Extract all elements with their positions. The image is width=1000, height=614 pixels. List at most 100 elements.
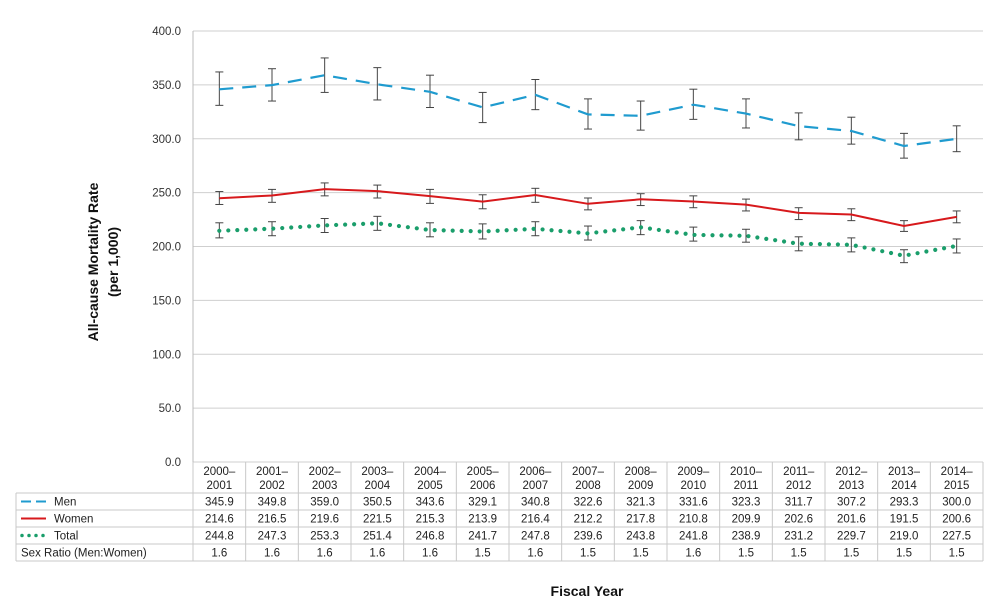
table-cell: 1.6: [527, 548, 543, 560]
x-tick-label: 2015: [944, 480, 970, 492]
table-cell: 246.8: [416, 531, 445, 543]
series-line-women: [219, 188, 957, 228]
table-cell: 343.6: [416, 497, 445, 509]
table-row: Sex Ratio (Men:Women) 1.6 1.6 1.6 1.6 1.6 1.5 1…: [21, 548, 965, 560]
x-tick-label: 2001–: [256, 466, 289, 478]
table-cell: 340.8: [521, 497, 550, 509]
table-cell: 202.6: [784, 514, 813, 526]
table-cell: 231.2: [784, 531, 813, 543]
table-cell: 1.6: [211, 548, 227, 560]
table-cell: 217.8: [626, 514, 655, 526]
y-tick-label: 150.0: [152, 295, 181, 307]
y-tick-label: 100.0: [152, 349, 181, 361]
x-tick-label: 2002–: [309, 466, 342, 478]
x-tick-label: 2007–: [572, 466, 605, 478]
table-cell: 1.5: [791, 548, 807, 560]
table-cell: 350.5: [363, 497, 392, 509]
x-tick-label: 2013: [839, 480, 865, 492]
table-cell: 1.5: [580, 548, 596, 560]
table-cell: 1.5: [896, 548, 912, 560]
x-tick-label: 2005–: [467, 466, 500, 478]
table-cell: 1.5: [633, 548, 649, 560]
x-tick-label: 2010: [681, 480, 707, 492]
y-tick-label: 400.0: [152, 26, 181, 38]
table-cell: 311.7: [785, 497, 813, 509]
x-tick-label: 2014–: [941, 466, 974, 478]
table-cell: 293.3: [890, 497, 919, 509]
x-tick-label: 2007: [523, 480, 549, 492]
table-cell: 247.3: [258, 531, 287, 543]
table-cell: 331.6: [679, 497, 708, 509]
x-tick-label: 2000–: [203, 466, 236, 478]
table-cell: 300.0: [942, 497, 971, 509]
table-cell: 253.3: [310, 531, 339, 543]
series-women: [215, 182, 961, 232]
table-cell: 243.8: [626, 531, 655, 543]
table-row: Total 244.8 247.3 253.3 251.4 246.8 241.7 247.8…: [20, 531, 971, 543]
x-axis-label: Fiscal Year: [551, 583, 624, 599]
legend-label: Women: [54, 514, 93, 526]
y-tick-label: 0.0: [165, 457, 181, 469]
x-tick-label: 2004: [365, 480, 391, 492]
table-cell: 321.3: [626, 497, 655, 509]
table-cell: 345.9: [205, 497, 234, 509]
table-cell: 216.4: [521, 514, 550, 526]
table-cell: 215.3: [416, 514, 445, 526]
series-men: [215, 57, 961, 159]
table-cell: 219.0: [890, 531, 919, 543]
x-tick-label: 2011: [734, 480, 759, 492]
table-cell: 212.2: [574, 514, 603, 526]
table-cell: 227.5: [942, 531, 971, 543]
row-label: Sex Ratio (Men:Women): [21, 548, 147, 560]
table-cell: 322.6: [574, 497, 603, 509]
table-cell: 1.6: [685, 548, 701, 560]
table-row: Women 214.6 216.5 219.6 221.5 215.3 213.9 216.4…: [21, 514, 971, 526]
series-lines: [215, 57, 961, 264]
y-axis-label-line2: (per 1,000): [105, 227, 121, 297]
table-cell: 359.0: [310, 497, 339, 509]
table-cell: 241.7: [468, 531, 497, 543]
legend-label: Men: [54, 497, 76, 509]
x-tick-label: 2006–: [519, 466, 552, 478]
x-tick-label: 2011–: [783, 466, 815, 478]
x-tick-label: 2008–: [625, 466, 658, 478]
x-tick-label: 2014: [891, 480, 917, 492]
x-tick-label: 2004–: [414, 466, 447, 478]
y-tick-label: 300.0: [152, 134, 181, 146]
x-tick-label: 2008: [575, 480, 601, 492]
table-cell: 1.6: [422, 548, 438, 560]
y-tick-labels: 0.0 50.0 100.0 150.0 200.0 250.0 300.0 350.0 400…: [152, 26, 181, 469]
table-cell: 213.9: [468, 514, 497, 526]
table-cell: 216.5: [258, 514, 287, 526]
table-cell: 214.6: [205, 514, 234, 526]
table-cell: 1.5: [949, 548, 965, 560]
y-axis-label-line1: All-cause Mortality Rate: [85, 182, 101, 341]
y-tick-label: 350.0: [152, 80, 181, 92]
data-table: 2000– 2001 2001– 2002 2002– 2003 2003– 2004 2004…: [15, 462, 984, 562]
table-cell: 247.8: [521, 531, 550, 543]
table-cell: 219.6: [310, 514, 339, 526]
table-cell: 1.6: [264, 548, 280, 560]
table-cell: 210.8: [679, 514, 708, 526]
table-cell: 323.3: [732, 497, 761, 509]
table-cell: 1.5: [738, 548, 754, 560]
x-tick-label: 2010–: [730, 466, 763, 478]
table-cell: 251.4: [363, 531, 392, 543]
x-tick-label: 2009: [628, 480, 654, 492]
table-cell: 221.5: [363, 514, 392, 526]
x-tick-label: 2002: [259, 480, 285, 492]
x-tick-label: 2012: [786, 480, 812, 492]
x-tick-label: 2012–: [835, 466, 868, 478]
table-cell: 201.6: [837, 514, 866, 526]
table-cell: 200.6: [942, 514, 971, 526]
table-cell: 1.6: [369, 548, 385, 560]
x-tick-label: 2009–: [677, 466, 710, 478]
table-cell: 238.9: [732, 531, 761, 543]
table-cell: 244.8: [205, 531, 234, 543]
x-tick-label: 2001: [207, 480, 233, 492]
legend-label: Total: [54, 531, 78, 543]
table-cell: 229.7: [837, 531, 866, 543]
table-cell: 241.8: [679, 531, 708, 543]
table-row: Men 345.9 349.8 359.0 350.5 343.6 329.1 340.8 32…: [21, 497, 971, 509]
